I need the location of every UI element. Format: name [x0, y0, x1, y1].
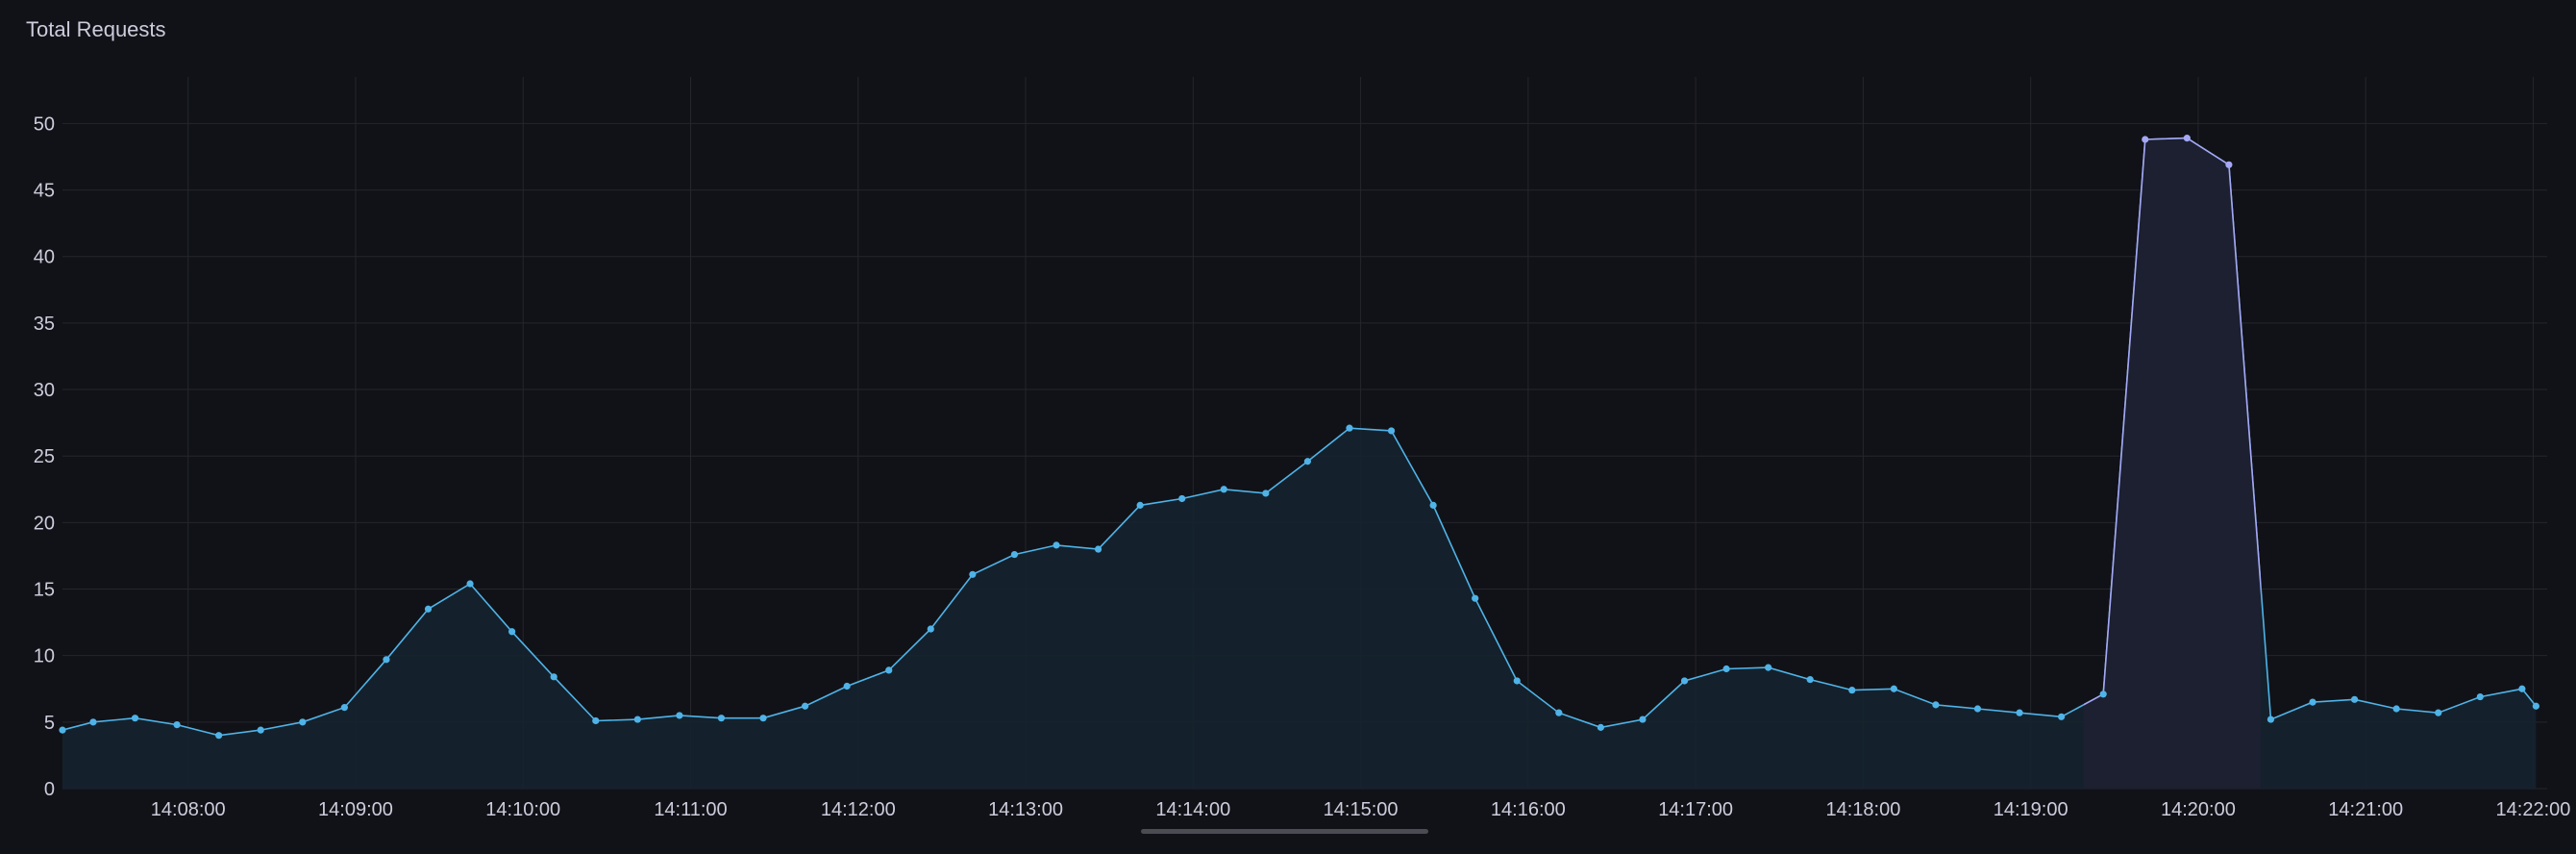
series-layer: [62, 137, 2538, 789]
data-point: [550, 673, 557, 681]
y-tick-label: 10: [34, 646, 55, 667]
data-point: [2476, 692, 2484, 701]
data-point: [2532, 702, 2539, 710]
data-point: [1932, 701, 1940, 709]
data-point: [592, 716, 600, 725]
data-point: [1387, 427, 1396, 435]
data-point: [1806, 675, 1814, 684]
data-point: [927, 625, 934, 633]
data-point: [2183, 135, 2191, 142]
data-point: [1973, 705, 1982, 713]
data-point: [633, 716, 641, 723]
x-tick-label: 14:14:00: [1155, 799, 1230, 820]
data-point: [1597, 723, 1604, 731]
x-tick-label: 14:18:00: [1825, 799, 1900, 820]
x-tick-label: 14:15:00: [1324, 799, 1399, 820]
x-tick-label: 14:11:00: [654, 799, 727, 820]
data-point: [1472, 594, 1479, 602]
data-point: [969, 570, 977, 578]
x-tick-label: 14:20:00: [2161, 799, 2236, 820]
data-point: [2350, 695, 2359, 703]
data-point: [1848, 687, 1856, 694]
spike-area: [2084, 138, 2261, 789]
data-point: [1890, 685, 1897, 692]
data-point: [801, 702, 809, 710]
data-point: [1303, 458, 1312, 465]
data-point: [2435, 709, 2442, 716]
panel-title: Total Requests: [26, 17, 166, 41]
y-axis: 0 5 10 15 20 25 30 35 40 45 50: [34, 113, 55, 800]
data-point: [508, 628, 516, 636]
data-point: [466, 580, 474, 588]
data-point: [89, 718, 97, 726]
y-tick-label: 35: [34, 314, 55, 335]
data-point: [299, 718, 307, 726]
y-tick-label: 15: [34, 580, 55, 601]
data-point: [885, 666, 893, 674]
data-point: [1765, 664, 1772, 671]
data-point: [843, 682, 851, 691]
data-point: [1053, 541, 1060, 549]
data-point: [1513, 677, 1521, 685]
data-point: [2058, 713, 2066, 720]
y-tick-label: 0: [44, 779, 55, 800]
data-point: [759, 715, 767, 722]
y-tick-label: 50: [34, 113, 55, 135]
data-point: [215, 732, 223, 740]
data-point: [676, 712, 683, 719]
data-point: [2016, 709, 2023, 716]
data-point: [1639, 716, 1647, 723]
x-tick-label: 14:17:00: [1658, 799, 1733, 820]
data-point: [1220, 486, 1227, 493]
horizontal-scrollbar[interactable]: [1141, 829, 1428, 834]
data-point: [257, 726, 264, 734]
data-point: [2225, 161, 2233, 168]
y-tick-label: 20: [34, 513, 55, 534]
y-tick-label: 5: [44, 713, 55, 734]
x-axis: 14:08:00 14:09:00 14:10:00 14:11:00 14:12:00…: [151, 799, 2571, 820]
x-tick-label: 14:16:00: [1491, 799, 1566, 820]
data-point: [340, 704, 348, 712]
series-group: [62, 137, 2538, 789]
data-point: [1136, 501, 1144, 509]
data-point: [2518, 685, 2526, 692]
x-tick-label: 14:10:00: [485, 799, 560, 820]
data-point: [173, 721, 181, 729]
series-area: [62, 138, 2537, 789]
x-tick-label: 14:19:00: [1994, 799, 2068, 820]
data-point: [1094, 545, 1102, 553]
points-layer: [59, 135, 2539, 740]
data-point: [2099, 691, 2107, 698]
y-tick-label: 40: [34, 247, 55, 268]
x-tick-label: 14:22:00: [2496, 799, 2571, 820]
data-point: [131, 715, 139, 722]
data-point: [424, 605, 433, 613]
y-tick-label: 25: [34, 446, 55, 467]
data-point: [1346, 424, 1353, 432]
data-point: [1010, 550, 1019, 559]
data-point: [2266, 716, 2275, 723]
y-tick-label: 45: [34, 181, 55, 202]
data-point: [2309, 698, 2316, 706]
data-point: [1680, 677, 1689, 685]
data-point: [1262, 490, 1270, 497]
y-tick-label: 30: [34, 380, 55, 401]
data-point: [2392, 705, 2400, 713]
x-tick-label: 14:13:00: [988, 799, 1063, 820]
data-point: [717, 715, 726, 722]
x-tick-label: 14:12:00: [821, 799, 896, 820]
x-tick-label: 14:21:00: [2328, 799, 2403, 820]
data-point: [1429, 501, 1437, 509]
data-point: [1722, 665, 1730, 673]
x-tick-label: 14:08:00: [151, 799, 226, 820]
x-tick-label: 14:09:00: [318, 799, 393, 820]
data-point: [1555, 709, 1563, 716]
data-point: [59, 726, 66, 734]
data-point: [1178, 494, 1186, 503]
data-point: [383, 656, 390, 664]
data-point: [2142, 136, 2149, 143]
